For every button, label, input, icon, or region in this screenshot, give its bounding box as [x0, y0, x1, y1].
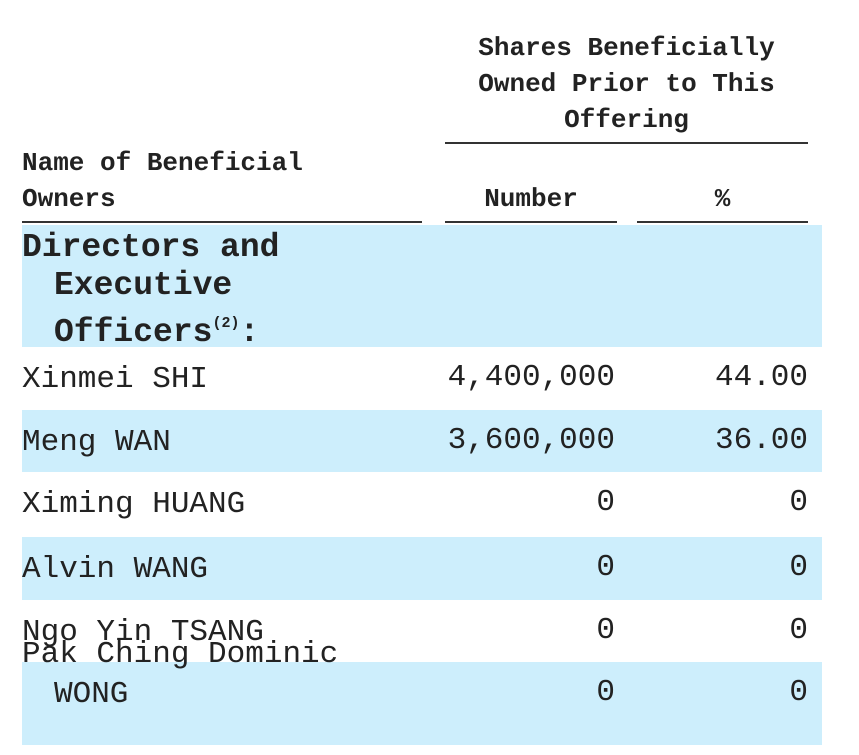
table-row: Ximing HUANG 0 0 — [22, 472, 822, 537]
rule — [445, 142, 808, 144]
share-percent: 36.00 — [714, 423, 808, 458]
share-percent: 44.00 — [714, 360, 808, 395]
section-text: Directors and Executive Officers — [22, 229, 280, 351]
share-percent: 0 — [789, 675, 808, 710]
number-header: Number — [484, 184, 578, 214]
group-title: Shares Beneficially Owned Prior to This … — [478, 33, 775, 135]
footnote: (2) — [212, 315, 240, 332]
owner-name: Xinmei SHI — [22, 362, 209, 397]
owner-name: Ximing HUANG — [22, 487, 246, 522]
name-header: Name of Beneficial Owners — [22, 148, 303, 214]
rule — [445, 221, 617, 223]
table-row: Xinmei SHI 4,400,000 44.00 — [22, 347, 822, 410]
section-row: Directors and Executive Officers(2): — [22, 225, 822, 351]
share-number: 3,600,000 — [447, 423, 615, 458]
owner-name: Pak Ching Dominic WONG — [22, 637, 339, 712]
share-number: 0 — [596, 550, 615, 585]
share-percent: 0 — [789, 550, 808, 585]
pct-header: % — [714, 184, 731, 214]
owner-name: Meng WAN — [22, 425, 171, 460]
rule — [637, 221, 808, 223]
section-suffix: : — [239, 314, 260, 351]
table-row: Alvin WANG 0 0 — [22, 537, 822, 600]
table-row: Pak Ching Dominic WONG 0 0 — [22, 637, 822, 745]
share-percent: 0 — [789, 485, 808, 520]
share-percent: 0 — [789, 613, 808, 648]
rule — [22, 221, 422, 223]
share-number: 4,400,000 — [447, 360, 615, 395]
section-label: Directors and Executive Officers(2): — [22, 229, 352, 352]
owner-name: Ngo Yin TSANG — [22, 615, 264, 650]
owner-name: Alvin WANG — [22, 552, 209, 587]
share-number: 0 — [596, 485, 615, 520]
table-row: Ngo Yin TSANG 0 0 — [22, 600, 822, 662]
share-number: 0 — [596, 675, 615, 710]
share-number: 0 — [596, 613, 615, 648]
table-row: Meng WAN 3,600,000 36.00 — [22, 410, 822, 472]
